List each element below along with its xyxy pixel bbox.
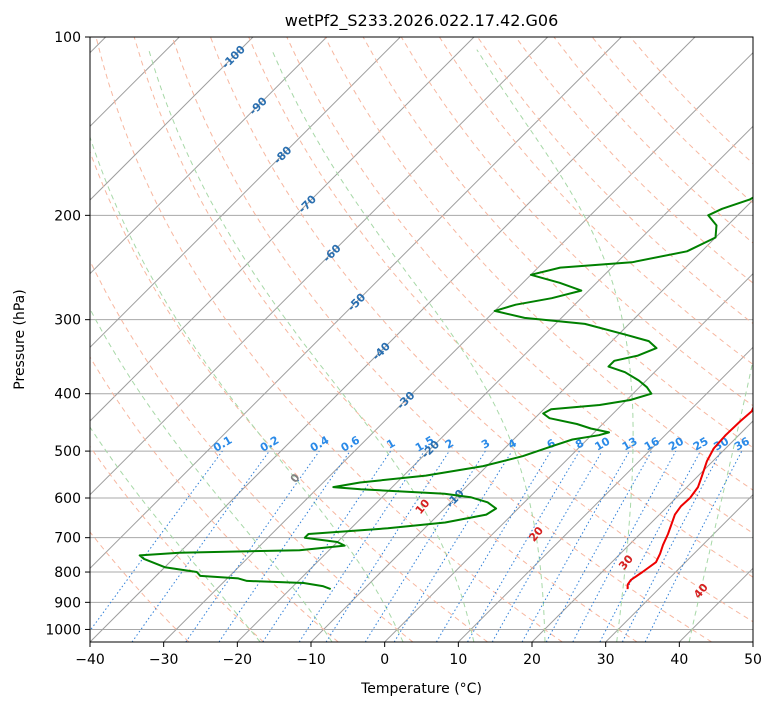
dry-adiabat-line xyxy=(286,37,753,534)
dry-adiabat-line xyxy=(248,37,753,578)
moist-adiabat-line xyxy=(148,49,475,642)
dewpoint-profile-line xyxy=(138,196,753,591)
profile-lines xyxy=(138,196,753,591)
x-tick-label: −10 xyxy=(296,652,326,668)
chart-title: wetPf2_S233.2026.022.17.42.G06 xyxy=(285,11,559,31)
mixing-ratio-line xyxy=(90,450,223,632)
mixing-ratio-line xyxy=(131,450,270,642)
isotherm-line xyxy=(90,37,696,642)
x-tick-label: −30 xyxy=(149,652,179,668)
mixing-ratio-line xyxy=(218,450,351,642)
x-tick-label: 50 xyxy=(744,652,762,668)
dry-adiabat-line xyxy=(95,37,563,642)
moist-adiabat-line xyxy=(271,49,546,642)
dry-adiabat-line xyxy=(133,37,638,642)
x-tick-label: 20 xyxy=(523,652,541,668)
isotherm-line xyxy=(236,125,753,642)
isotherm-line xyxy=(90,37,254,201)
dry-adiabat-line xyxy=(400,37,753,407)
mixing-ratio-line xyxy=(298,450,425,642)
background-lines xyxy=(90,37,753,642)
y-tick-label: 600 xyxy=(54,491,81,507)
x-tick-label: 0 xyxy=(380,652,389,668)
isotherm-line xyxy=(90,37,475,422)
dry-adiabat-line xyxy=(90,259,414,642)
x-tick-label: −20 xyxy=(223,652,253,668)
x-tick-label: 30 xyxy=(597,652,615,668)
mixing-ratio-line xyxy=(325,450,450,642)
dry-adiabat-line xyxy=(90,150,488,642)
mixing-ratio-line xyxy=(185,450,320,642)
y-tick-label: 900 xyxy=(54,595,81,611)
isotherm-line xyxy=(605,493,753,642)
isotherm-line xyxy=(384,272,753,642)
mixing-ratio-line xyxy=(262,450,392,642)
y-tick-label: 500 xyxy=(54,444,81,460)
dry-adiabat-line xyxy=(171,37,712,642)
isotherm-line xyxy=(457,346,753,642)
x-axis-label: Temperature (°C) xyxy=(360,681,482,697)
y-tick-label: 400 xyxy=(54,387,81,403)
x-tick-label: −40 xyxy=(75,652,105,668)
isotherm-line xyxy=(90,37,328,275)
y-tick-label: 1000 xyxy=(45,622,81,638)
temperature-profile-line xyxy=(626,405,753,590)
y-tick-label: 300 xyxy=(54,313,81,329)
dry-adiabat-line xyxy=(210,37,753,623)
isotherm-line xyxy=(90,37,401,349)
dry-adiabat-line xyxy=(90,356,339,642)
isotherm-line xyxy=(163,51,753,642)
moist-adiabat-line xyxy=(476,49,634,642)
moist-adiabat-line xyxy=(90,308,333,642)
dry-adiabat-line xyxy=(438,37,753,366)
dry-adiabat-line xyxy=(90,445,264,642)
dry-adiabat-line xyxy=(90,531,190,642)
plot-frame xyxy=(89,36,754,643)
moist-adiabat-line xyxy=(90,135,404,642)
dry-adiabat-line xyxy=(515,37,753,284)
mixing-ratio-line xyxy=(521,450,630,642)
isotherm-line xyxy=(531,420,753,642)
y-tick-label: 100 xyxy=(54,30,81,46)
x-tick-label: 40 xyxy=(670,652,688,668)
axis-ticks: −40 −30 −20 −10 0 10 20 30 40 50 1000 900 800 700 600 5… xyxy=(45,30,762,668)
isotherm-line xyxy=(90,37,549,496)
x-tick-label: 10 xyxy=(449,652,467,668)
mixing-ratio-line xyxy=(545,450,653,642)
y-axis-label: Pressure (hPa) xyxy=(12,289,28,389)
isotherm-line xyxy=(90,37,622,570)
mixing-ratio-line xyxy=(644,450,743,642)
y-tick-label: 200 xyxy=(54,208,81,224)
moist-adiabat-line xyxy=(688,358,753,642)
mixing-ratio-line xyxy=(393,450,513,642)
y-tick-label: 800 xyxy=(54,565,81,581)
mixing-ratio-line xyxy=(572,450,677,642)
y-tick-label: 700 xyxy=(54,531,81,547)
